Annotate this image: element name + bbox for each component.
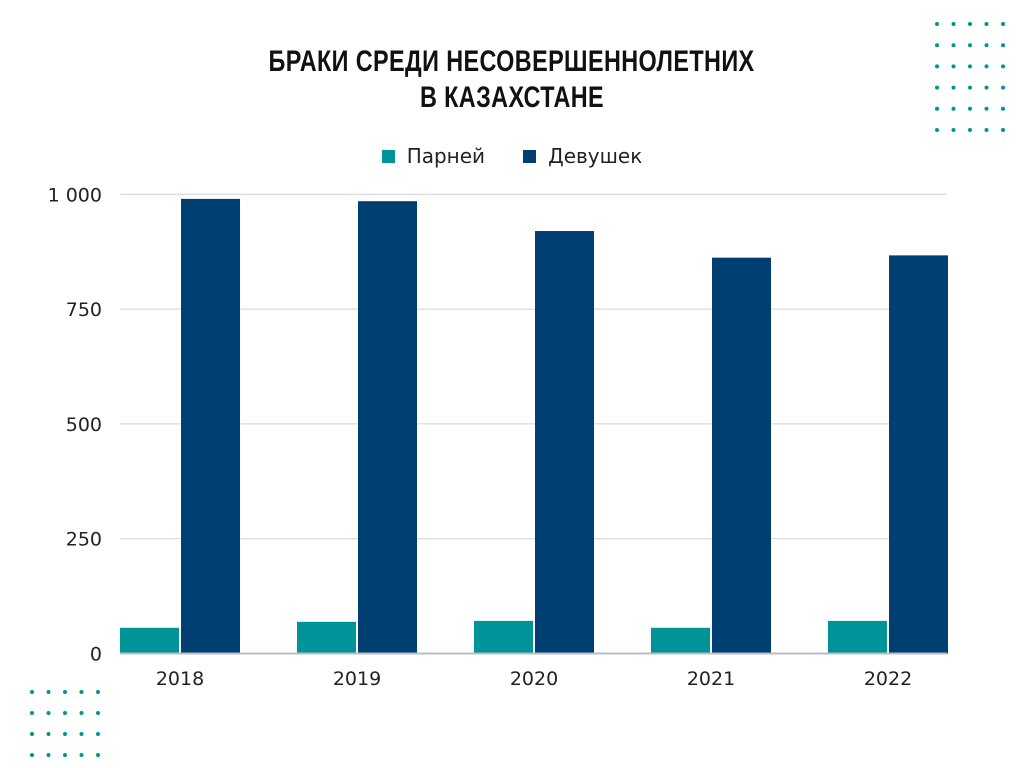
decor-dot: [1001, 22, 1005, 26]
x-tick-label: 2019: [333, 668, 381, 690]
decor-dot: [96, 732, 100, 736]
decor-dot: [79, 753, 84, 757]
decor-dot: [30, 753, 34, 757]
decor-dot: [46, 711, 51, 715]
decor-dot: [30, 690, 34, 694]
y-tick-label: 250: [66, 529, 102, 551]
decor-dot: [30, 711, 34, 715]
decor-dot: [968, 43, 972, 48]
decor-dot: [46, 690, 51, 694]
decor-dot: [984, 85, 989, 90]
legend-label-boys: Парней: [406, 144, 486, 168]
decor-dot: [46, 753, 51, 757]
bar-boys-2021: [651, 627, 710, 654]
decor-dot: [30, 732, 34, 736]
decor-dot: [951, 128, 956, 132]
bar-girls-2019: [358, 201, 417, 654]
decor-dot: [968, 128, 972, 132]
y-tick-label: 750: [66, 299, 102, 321]
decor-dot: [935, 64, 939, 69]
decor-dot: [1001, 106, 1005, 111]
decor-dot: [984, 64, 989, 69]
decor-dot: [984, 106, 989, 111]
decor-dot: [63, 690, 67, 694]
title-line-1: БРАКИ СРЕДИ НЕСОВЕРШЕННОЛЕТНИХ: [268, 45, 755, 78]
bar-boys-2018: [120, 627, 179, 654]
decor-dot: [951, 64, 956, 69]
decor-dot: [935, 106, 939, 111]
legend-swatch-boys: [381, 149, 395, 163]
bar-girls-2022: [889, 255, 948, 654]
decor-dot: [1001, 64, 1005, 69]
y-tick-label: 500: [66, 414, 102, 436]
legend-item-girls: Девушек: [523, 144, 642, 168]
decor-dot: [935, 43, 939, 48]
decor-dot: [984, 128, 989, 132]
y-tick-label: 1 000: [48, 184, 102, 206]
legend: Парней Девушек: [0, 144, 1024, 168]
decor-dot: [79, 690, 84, 694]
decor-dot: [968, 85, 972, 90]
title-line-2: В КАЗАХСТАНЕ: [419, 81, 605, 114]
decor-dot: [935, 85, 939, 90]
x-tick-label: 2018: [156, 668, 204, 690]
decor-dot: [968, 64, 972, 69]
decor-dot: [968, 106, 972, 111]
decor-dot: [1001, 85, 1005, 90]
decor-dot: [951, 106, 956, 111]
chart-title: БРАКИ СРЕДИ НЕСОВЕРШЕННОЛЕТНИХ В КАЗАХСТ…: [0, 44, 1024, 116]
decor-dot: [63, 711, 67, 715]
decor-dot: [63, 753, 67, 757]
bar-boys-2020: [474, 620, 533, 654]
decor-dot: [46, 732, 51, 736]
decor-dot: [1001, 43, 1005, 48]
legend-swatch-girls: [523, 149, 537, 163]
y-tick-label: 0: [90, 644, 102, 666]
decor-dot: [1001, 128, 1005, 132]
decor-dot: [79, 711, 84, 715]
decor-dot: [96, 753, 100, 757]
bar-girls-2018: [181, 198, 240, 654]
decor-dot: [984, 22, 989, 26]
x-tick-label: 2020: [510, 668, 558, 690]
decor-dot: [984, 43, 989, 48]
bar-boys-2022: [828, 620, 887, 654]
decor-dot: [935, 22, 939, 26]
legend-item-boys: Парней: [381, 144, 486, 168]
decor-dot: [951, 43, 956, 48]
bar-girls-2021: [712, 257, 771, 654]
decor-dot: [968, 22, 972, 26]
bar-girls-2020: [535, 231, 594, 654]
legend-label-girls: Девушек: [548, 144, 643, 168]
decor-dot: [951, 85, 956, 90]
decor-dot: [951, 22, 956, 26]
bar-boys-2019: [297, 621, 356, 654]
decor-dot: [935, 128, 939, 132]
decor-dot: [63, 732, 67, 736]
decor-dot: [96, 711, 100, 715]
x-tick-label: 2021: [687, 668, 735, 690]
decor-dot: [79, 732, 84, 736]
decor-dot: [96, 690, 100, 694]
x-tick-label: 2022: [864, 668, 912, 690]
